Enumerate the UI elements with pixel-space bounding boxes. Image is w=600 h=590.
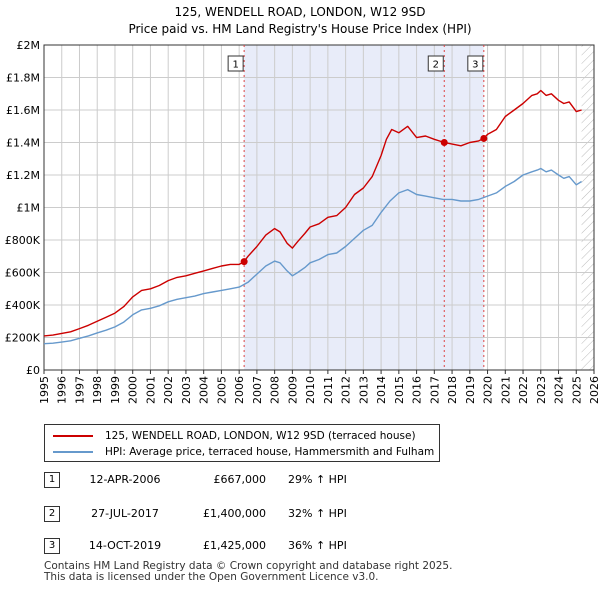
- legend-label-hpi: HPI: Average price, terraced house, Hamm…: [105, 446, 435, 458]
- sale-point-marker: [440, 139, 448, 146]
- x-tick-label: 2024: [553, 376, 566, 404]
- y-tick-label: £1.4M: [6, 137, 40, 150]
- sale-label-box-frame: [227, 55, 244, 72]
- x-tick-label: 2025: [570, 376, 583, 404]
- x-tick-label: 2020: [482, 376, 495, 404]
- property-price-line: [44, 89, 582, 337]
- sale-label-number: 1: [232, 60, 238, 71]
- x-tick-label: 2022: [517, 376, 530, 404]
- x-tick-label: 2013: [357, 376, 370, 404]
- footer-attribution: Contains HM Land Registry data © Crown c…: [44, 561, 452, 583]
- sale-point-marker: [240, 258, 248, 266]
- chart-title-address: 125, WENDELL ROAD, LONDON, W12 9SD: [174, 5, 426, 19]
- sale-label-box: 1: [227, 55, 244, 72]
- plot-border: [43, 44, 595, 371]
- legend-label-property: 125, WENDELL ROAD, LONDON, W12 9SD (terr…: [105, 430, 416, 442]
- x-tick-label: 2014: [375, 376, 388, 404]
- x-tick-label: 2006: [233, 376, 246, 404]
- x-tick-label: 2005: [215, 376, 228, 404]
- legend-item-property: 125, WENDELL ROAD, LONDON, W12 9SD (terr…: [53, 428, 416, 444]
- sale-label-number: 3: [472, 60, 478, 71]
- chart-title-subtitle: Price paid vs. HM Land Registry's House …: [128, 22, 472, 36]
- sale-label-box: 3: [467, 55, 484, 72]
- sale-hpi-change: 36% ↑ HPI: [288, 539, 347, 552]
- x-tick-label: 2002: [162, 376, 175, 404]
- x-tick-label: 2007: [251, 376, 264, 404]
- x-tick-label: 1995: [38, 376, 51, 404]
- y-tick-label: £1.8M: [6, 72, 40, 85]
- y-tick-label: £200K: [5, 332, 41, 345]
- x-tick-label: 2004: [198, 376, 211, 404]
- x-tick-label: 2009: [286, 376, 299, 404]
- price-chart: £0 £200K £400K £600K £800K £1M £1.2M £1.4M £1.6M…: [5, 39, 600, 404]
- x-tick-label: 2000: [127, 376, 140, 404]
- sale-point-marker: [480, 134, 488, 142]
- sale-number-badge: 3: [44, 538, 60, 554]
- sale-label-box-frame: [427, 55, 444, 72]
- y-tick-label: £1.2M: [6, 169, 40, 182]
- y-tick-label: £0: [26, 364, 40, 377]
- sale-number-badge: 1: [44, 472, 60, 488]
- sale-label-number: 2: [433, 60, 439, 71]
- hpi-line: [44, 167, 582, 345]
- x-tick-label: 1996: [56, 376, 69, 404]
- sale-label-box: 2: [427, 55, 444, 72]
- x-tick-label: 2010: [304, 376, 317, 404]
- x-tick-label: 2012: [340, 376, 353, 404]
- x-tick-label: 2016: [411, 376, 424, 404]
- x-tick-label: 2008: [269, 376, 282, 404]
- legend-swatch-property: [53, 435, 93, 437]
- x-tick-label: 2018: [446, 376, 459, 404]
- sale-date: 12-APR-2006: [89, 473, 161, 486]
- x-tick-label: 2026: [588, 376, 600, 404]
- legend-swatch-hpi: [53, 451, 93, 453]
- x-tick-label: 2011: [322, 376, 335, 404]
- sale-date: 14-OCT-2019: [88, 539, 162, 552]
- x-tick-label: 2001: [144, 376, 157, 404]
- x-tick-label: 2017: [428, 376, 441, 404]
- x-tick-label: 2003: [180, 376, 193, 404]
- sale-price: £1,425,000: [203, 539, 266, 552]
- x-tick-label: 2015: [393, 376, 406, 404]
- x-tick-label: 1999: [109, 376, 122, 404]
- footer-line-copyright: Contains HM Land Registry data © Crown c…: [44, 560, 453, 572]
- x-tick-label: 2023: [535, 376, 548, 404]
- y-tick-label: £800K: [5, 234, 41, 247]
- sale-label-box-frame: [467, 55, 484, 72]
- x-tick-label: 2019: [464, 376, 477, 404]
- x-tick-label: 1998: [91, 376, 104, 404]
- sale-date: 27-JUL-2017: [91, 507, 159, 520]
- chart-title-block: 125, WENDELL ROAD, LONDON, W12 9SD Price…: [0, 4, 600, 38]
- y-tick-label: £400K: [5, 299, 41, 312]
- x-tick-label: 1997: [73, 376, 86, 404]
- chart-legend: 125, WENDELL ROAD, LONDON, W12 9SD (terr…: [44, 424, 440, 462]
- sale-price: £667,000: [213, 473, 267, 486]
- sale-price: £1,400,000: [203, 507, 266, 520]
- sale-hpi-change: 32% ↑ HPI: [288, 507, 347, 520]
- y-tick-label: £1M: [17, 202, 41, 215]
- y-tick-label: £1.6M: [6, 104, 40, 117]
- footer-line-licence: This data is licensed under the Open Gov…: [44, 571, 379, 583]
- legend-item-hpi: HPI: Average price, terraced house, Hamm…: [53, 444, 434, 460]
- x-tick-label: 2021: [499, 376, 512, 404]
- y-tick-label: £600K: [5, 267, 41, 280]
- sale-number-badge: 2: [44, 506, 60, 522]
- sale-hpi-change: 29% ↑ HPI: [288, 473, 347, 486]
- y-tick-label: £2M: [17, 39, 41, 52]
